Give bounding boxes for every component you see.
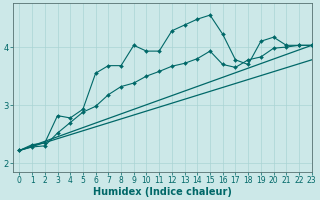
X-axis label: Humidex (Indice chaleur): Humidex (Indice chaleur) [93, 187, 232, 197]
